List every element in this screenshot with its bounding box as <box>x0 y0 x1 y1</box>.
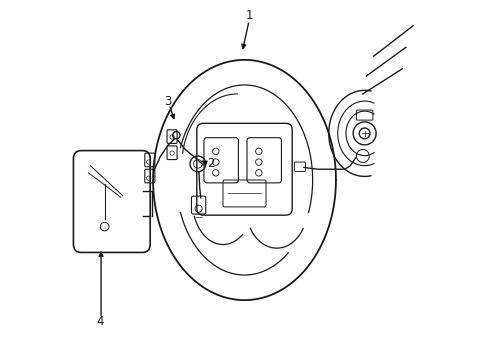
Text: 2: 2 <box>206 157 214 170</box>
Text: 4: 4 <box>97 315 104 328</box>
Text: 3: 3 <box>164 95 171 108</box>
Text: 1: 1 <box>245 9 253 22</box>
